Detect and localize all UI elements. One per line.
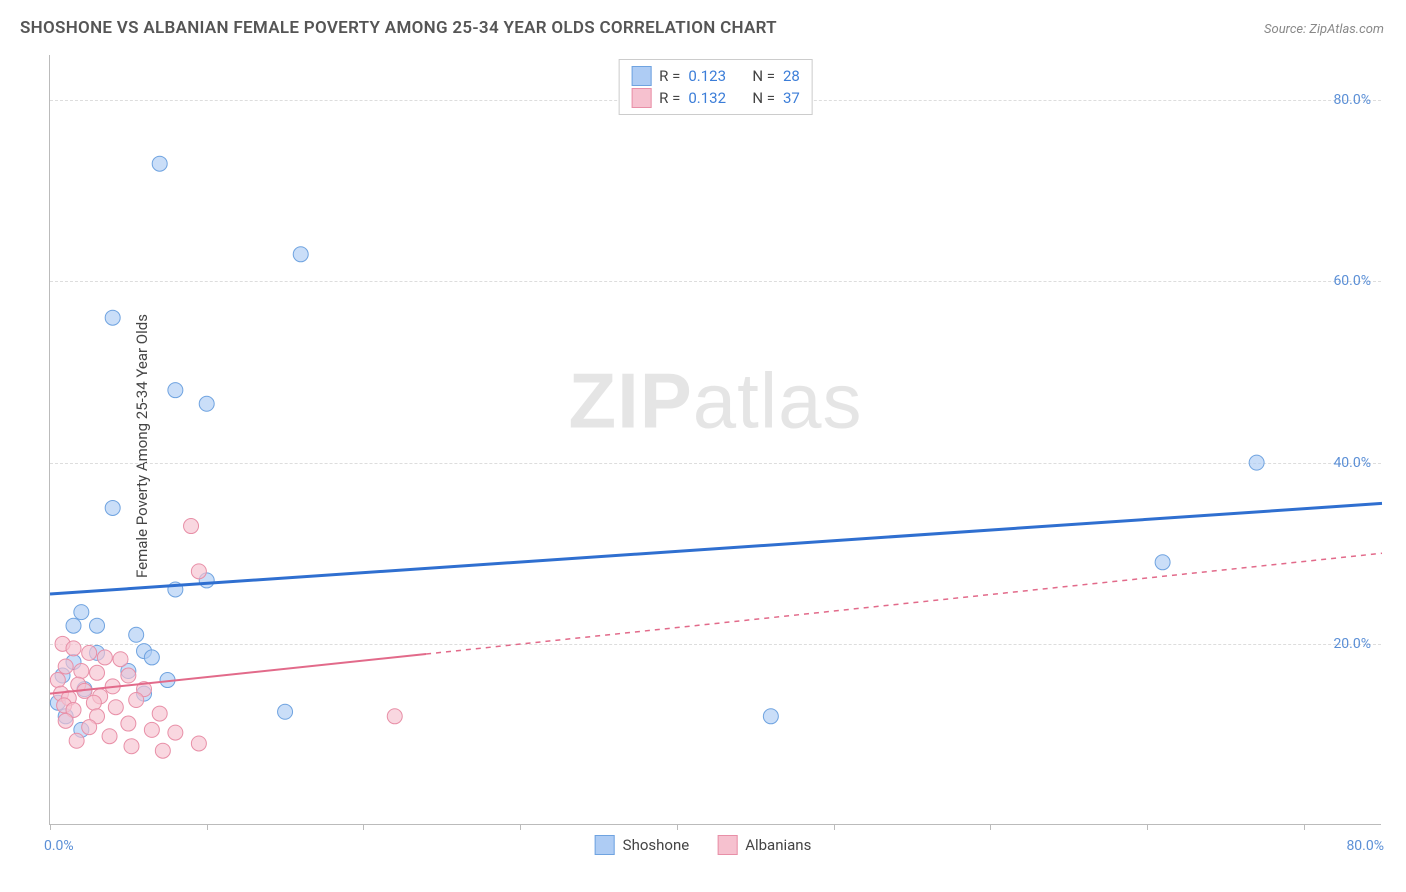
x-tick [1304, 824, 1305, 830]
x-tick [50, 824, 51, 830]
data-point [97, 650, 112, 665]
data-point [129, 692, 144, 707]
data-point [102, 729, 117, 744]
r-label: R = [659, 89, 680, 107]
data-point [105, 500, 120, 515]
x-tick [677, 824, 678, 830]
scatter-svg [50, 55, 1381, 824]
data-point [144, 650, 159, 665]
data-point [66, 618, 81, 633]
data-point [191, 736, 206, 751]
data-point [129, 627, 144, 642]
data-point [82, 645, 97, 660]
data-point [387, 709, 402, 724]
n-value: 28 [783, 67, 800, 85]
data-point [90, 618, 105, 633]
data-point [152, 706, 167, 721]
legend-swatch [631, 66, 651, 86]
data-point [152, 156, 167, 171]
legend-correlation: R = 0.123 N = 28 R = 0.132 N = 37 [618, 59, 813, 115]
x-tick [1147, 824, 1148, 830]
source-label: Source: ZipAtlas.com [1264, 22, 1384, 37]
data-point [74, 605, 89, 620]
x-tick-max: 80.0% [1346, 838, 1384, 854]
x-tick [520, 824, 521, 830]
data-point [82, 720, 97, 735]
data-point [168, 725, 183, 740]
data-point [1249, 455, 1264, 470]
r-value: 0.132 [688, 89, 736, 107]
r-value: 0.123 [688, 67, 736, 85]
data-point [121, 716, 136, 731]
data-point [66, 641, 81, 656]
data-point [763, 709, 778, 724]
data-point [199, 396, 214, 411]
plot-area: ZIPatlas R =0.123N =28R =0.132N =37 20.0… [49, 55, 1381, 825]
legend-swatch [717, 835, 737, 855]
legend-item: Albanians [717, 835, 811, 855]
x-tick [363, 824, 364, 830]
trend-line [50, 503, 1382, 594]
data-point [1155, 555, 1170, 570]
data-point [58, 713, 73, 728]
data-point [50, 673, 65, 688]
trend-line-extrapolated [426, 553, 1382, 654]
data-point [144, 722, 159, 737]
data-point [113, 652, 128, 667]
legend-series: Shoshone Albanians [595, 835, 812, 855]
data-point [293, 247, 308, 262]
n-label: N = [752, 89, 775, 107]
data-point [155, 743, 170, 758]
chart-title: SHOSHONE VS ALBANIAN FEMALE POVERTY AMON… [20, 18, 777, 38]
data-point [124, 739, 139, 754]
r-label: R = [659, 67, 680, 85]
legend-correlation-row: R = 0.132 N = 37 [631, 87, 800, 109]
data-point [108, 700, 123, 715]
data-point [191, 564, 206, 579]
legend-item: Shoshone [595, 835, 690, 855]
data-point [86, 695, 101, 710]
legend-correlation-row: R = 0.123 N = 28 [631, 65, 800, 87]
data-point [168, 383, 183, 398]
data-point [74, 664, 89, 679]
n-label: N = [752, 67, 775, 85]
legend-swatch [631, 88, 651, 108]
data-point [121, 668, 136, 683]
data-point [58, 659, 73, 674]
legend-swatch [595, 835, 615, 855]
n-value: 37 [783, 89, 800, 107]
data-point [105, 310, 120, 325]
x-tick-min: 0.0% [44, 838, 74, 854]
legend-label: Albanians [745, 836, 811, 854]
x-tick [834, 824, 835, 830]
data-point [69, 733, 84, 748]
data-point [90, 665, 105, 680]
legend-label: Shoshone [623, 836, 690, 854]
x-tick [990, 824, 991, 830]
x-tick [207, 824, 208, 830]
data-point [184, 519, 199, 534]
data-point [278, 704, 293, 719]
